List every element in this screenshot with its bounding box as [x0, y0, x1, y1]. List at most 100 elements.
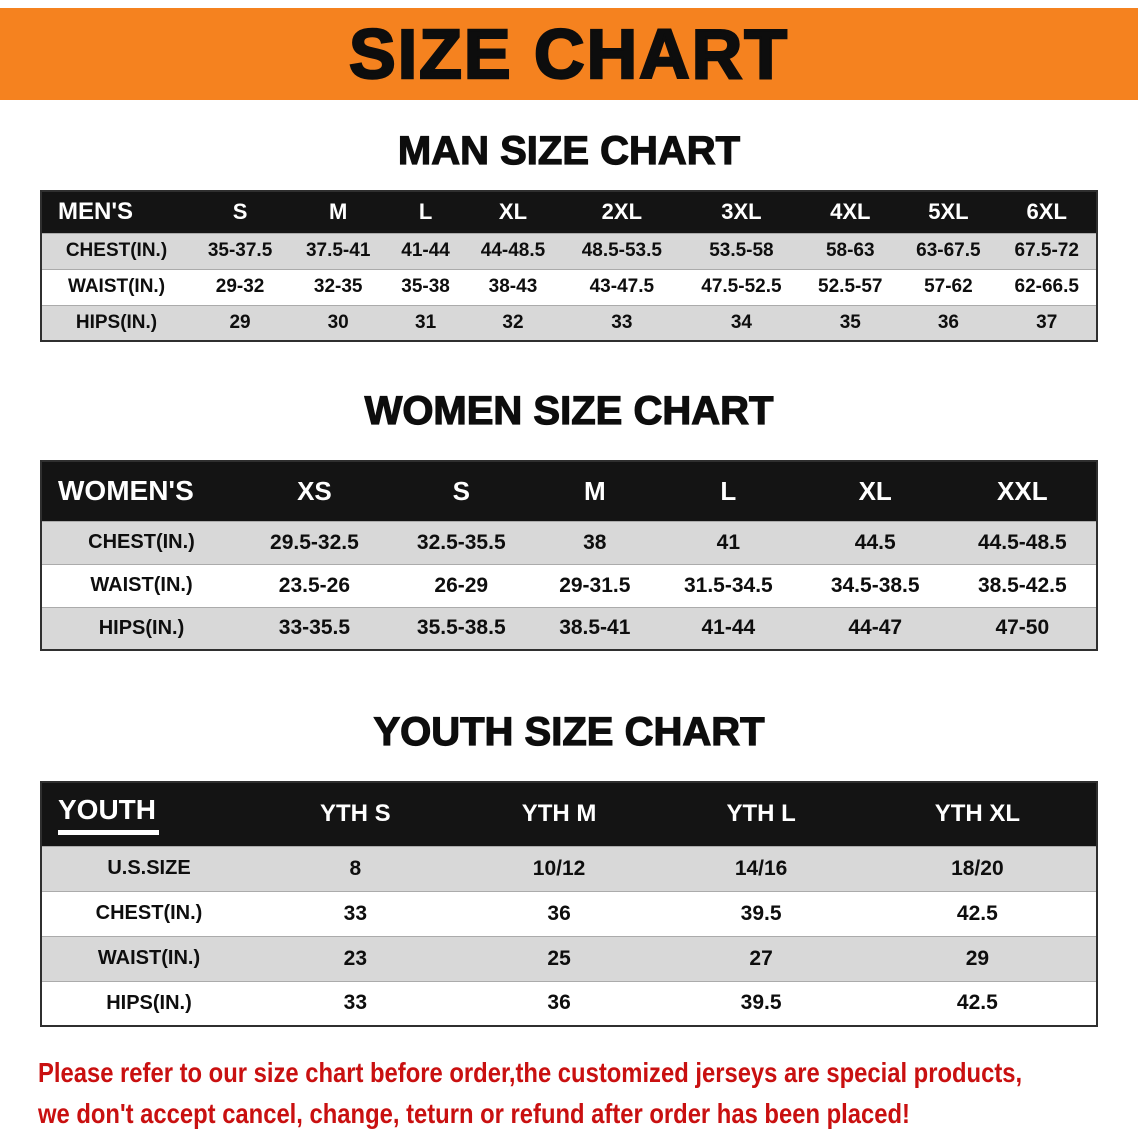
men-col-header: 2XL: [562, 191, 682, 233]
table-cell: 29-32: [191, 269, 290, 305]
women-col-header: L: [654, 461, 802, 521]
youth-corner-label: YOUTH: [41, 782, 256, 846]
table-cell: 14/16: [663, 846, 859, 891]
women-section-heading: WOMEN SIZE CHART: [364, 388, 774, 433]
table-cell: 29: [191, 305, 290, 341]
men-col-header: 4XL: [801, 191, 900, 233]
men-corner-label: MEN'S: [41, 191, 191, 233]
women-col-header: XXL: [948, 461, 1097, 521]
table-cell: 58-63: [801, 233, 900, 269]
men-col-header: M: [289, 191, 388, 233]
table-cell: 29.5-32.5: [241, 521, 388, 564]
youth-size-table: YOUTH YTH S YTH M YTH L YTH XL U.S.SIZE …: [40, 781, 1098, 1027]
table-cell: 35.5-38.5: [387, 607, 535, 650]
men-size-table: MEN'S S M L XL 2XL 3XL 4XL 5XL 6XL CHEST…: [40, 190, 1098, 342]
youth-header-row: YOUTH YTH S YTH M YTH L YTH XL: [41, 782, 1097, 846]
table-cell: 36: [899, 305, 998, 341]
table-cell: 38-43: [463, 269, 563, 305]
table-cell: 33: [562, 305, 682, 341]
table-cell: 44-47: [801, 607, 949, 650]
table-cell: 33: [256, 891, 455, 936]
row-label: WAIST(IN.): [41, 269, 191, 305]
women-header-row: WOMEN'S XS S M L XL XXL: [41, 461, 1097, 521]
youth-col-header: YTH S: [256, 782, 455, 846]
table-cell: 23: [256, 936, 455, 981]
table-cell: 41-44: [387, 233, 464, 269]
row-label: WAIST(IN.): [41, 564, 241, 607]
youth-chest-row: CHEST(IN.) 33 36 39.5 42.5: [41, 891, 1097, 936]
table-cell: 52.5-57: [801, 269, 900, 305]
table-cell: 44.5-48.5: [948, 521, 1097, 564]
table-cell: 31: [387, 305, 464, 341]
men-header-row: MEN'S S M L XL 2XL 3XL 4XL 5XL 6XL: [41, 191, 1097, 233]
table-cell: 35-38: [387, 269, 464, 305]
men-col-header: XL: [463, 191, 563, 233]
table-cell: 38: [534, 521, 655, 564]
table-cell: 36: [454, 891, 664, 936]
table-cell: 42.5: [858, 891, 1097, 936]
table-cell: 26-29: [387, 564, 535, 607]
row-label: CHEST(IN.): [41, 891, 256, 936]
table-cell: 57-62: [899, 269, 998, 305]
disclaimer: Please refer to our size chart before or…: [38, 1053, 1100, 1134]
row-label: WAIST(IN.): [41, 936, 256, 981]
table-cell: 48.5-53.5: [562, 233, 682, 269]
table-cell: 31.5-34.5: [654, 564, 802, 607]
men-col-header: 3XL: [681, 191, 802, 233]
women-col-header: S: [387, 461, 535, 521]
row-label: HIPS(IN.): [41, 607, 241, 650]
men-chest-row: CHEST(IN.) 35-37.5 37.5-41 41-44 44-48.5…: [41, 233, 1097, 269]
men-col-header: L: [387, 191, 464, 233]
women-col-header: XL: [801, 461, 949, 521]
women-col-header: M: [534, 461, 655, 521]
women-size-table: WOMEN'S XS S M L XL XXL CHEST(IN.) 29.5-…: [40, 460, 1098, 651]
youth-corner-text: YOUTH: [58, 794, 159, 835]
table-cell: 36: [454, 981, 664, 1026]
table-cell: 32: [463, 305, 563, 341]
table-cell: 43-47.5: [562, 269, 682, 305]
table-cell: 41: [654, 521, 802, 564]
table-cell: 33: [256, 981, 455, 1026]
women-hips-row: HIPS(IN.) 33-35.5 35.5-38.5 38.5-41 41-4…: [41, 607, 1097, 650]
table-cell: 53.5-58: [681, 233, 802, 269]
men-col-header: 6XL: [997, 191, 1097, 233]
table-cell: 32.5-35.5: [387, 521, 535, 564]
youth-section-heading: YOUTH SIZE CHART: [373, 709, 765, 754]
table-cell: 10/12: [454, 846, 664, 891]
table-cell: 44-48.5: [463, 233, 563, 269]
table-cell: 34.5-38.5: [801, 564, 949, 607]
table-cell: 39.5: [663, 981, 859, 1026]
men-waist-row: WAIST(IN.) 29-32 32-35 35-38 38-43 43-47…: [41, 269, 1097, 305]
youth-waist-row: WAIST(IN.) 23 25 27 29: [41, 936, 1097, 981]
table-cell: 33-35.5: [241, 607, 388, 650]
row-label: CHEST(IN.): [41, 521, 241, 564]
table-cell: 32-35: [289, 269, 388, 305]
men-hips-row: HIPS(IN.) 29 30 31 32 33 34 35 36 37: [41, 305, 1097, 341]
table-cell: 23.5-26: [241, 564, 388, 607]
table-cell: 30: [289, 305, 388, 341]
youth-col-header: YTH L: [663, 782, 859, 846]
table-cell: 38.5-42.5: [948, 564, 1097, 607]
disclaimer-line-1: Please refer to our size chart before or…: [38, 1057, 1023, 1088]
table-cell: 39.5: [663, 891, 859, 936]
table-cell: 44.5: [801, 521, 949, 564]
table-cell: 35: [801, 305, 900, 341]
row-label: HIPS(IN.): [41, 981, 256, 1026]
table-cell: 25: [454, 936, 664, 981]
table-cell: 29-31.5: [534, 564, 655, 607]
table-cell: 63-67.5: [899, 233, 998, 269]
women-chest-row: CHEST(IN.) 29.5-32.5 32.5-35.5 38 41 44.…: [41, 521, 1097, 564]
table-cell: 27: [663, 936, 859, 981]
table-cell: 34: [681, 305, 802, 341]
women-waist-row: WAIST(IN.) 23.5-26 26-29 29-31.5 31.5-34…: [41, 564, 1097, 607]
row-label: HIPS(IN.): [41, 305, 191, 341]
banner: SIZE CHART: [0, 8, 1138, 100]
table-cell: 47-50: [948, 607, 1097, 650]
table-cell: 29: [858, 936, 1097, 981]
table-cell: 37.5-41: [289, 233, 388, 269]
women-col-header: XS: [241, 461, 388, 521]
table-cell: 47.5-52.5: [681, 269, 802, 305]
table-cell: 35-37.5: [191, 233, 290, 269]
men-section-heading: MAN SIZE CHART: [397, 128, 741, 173]
